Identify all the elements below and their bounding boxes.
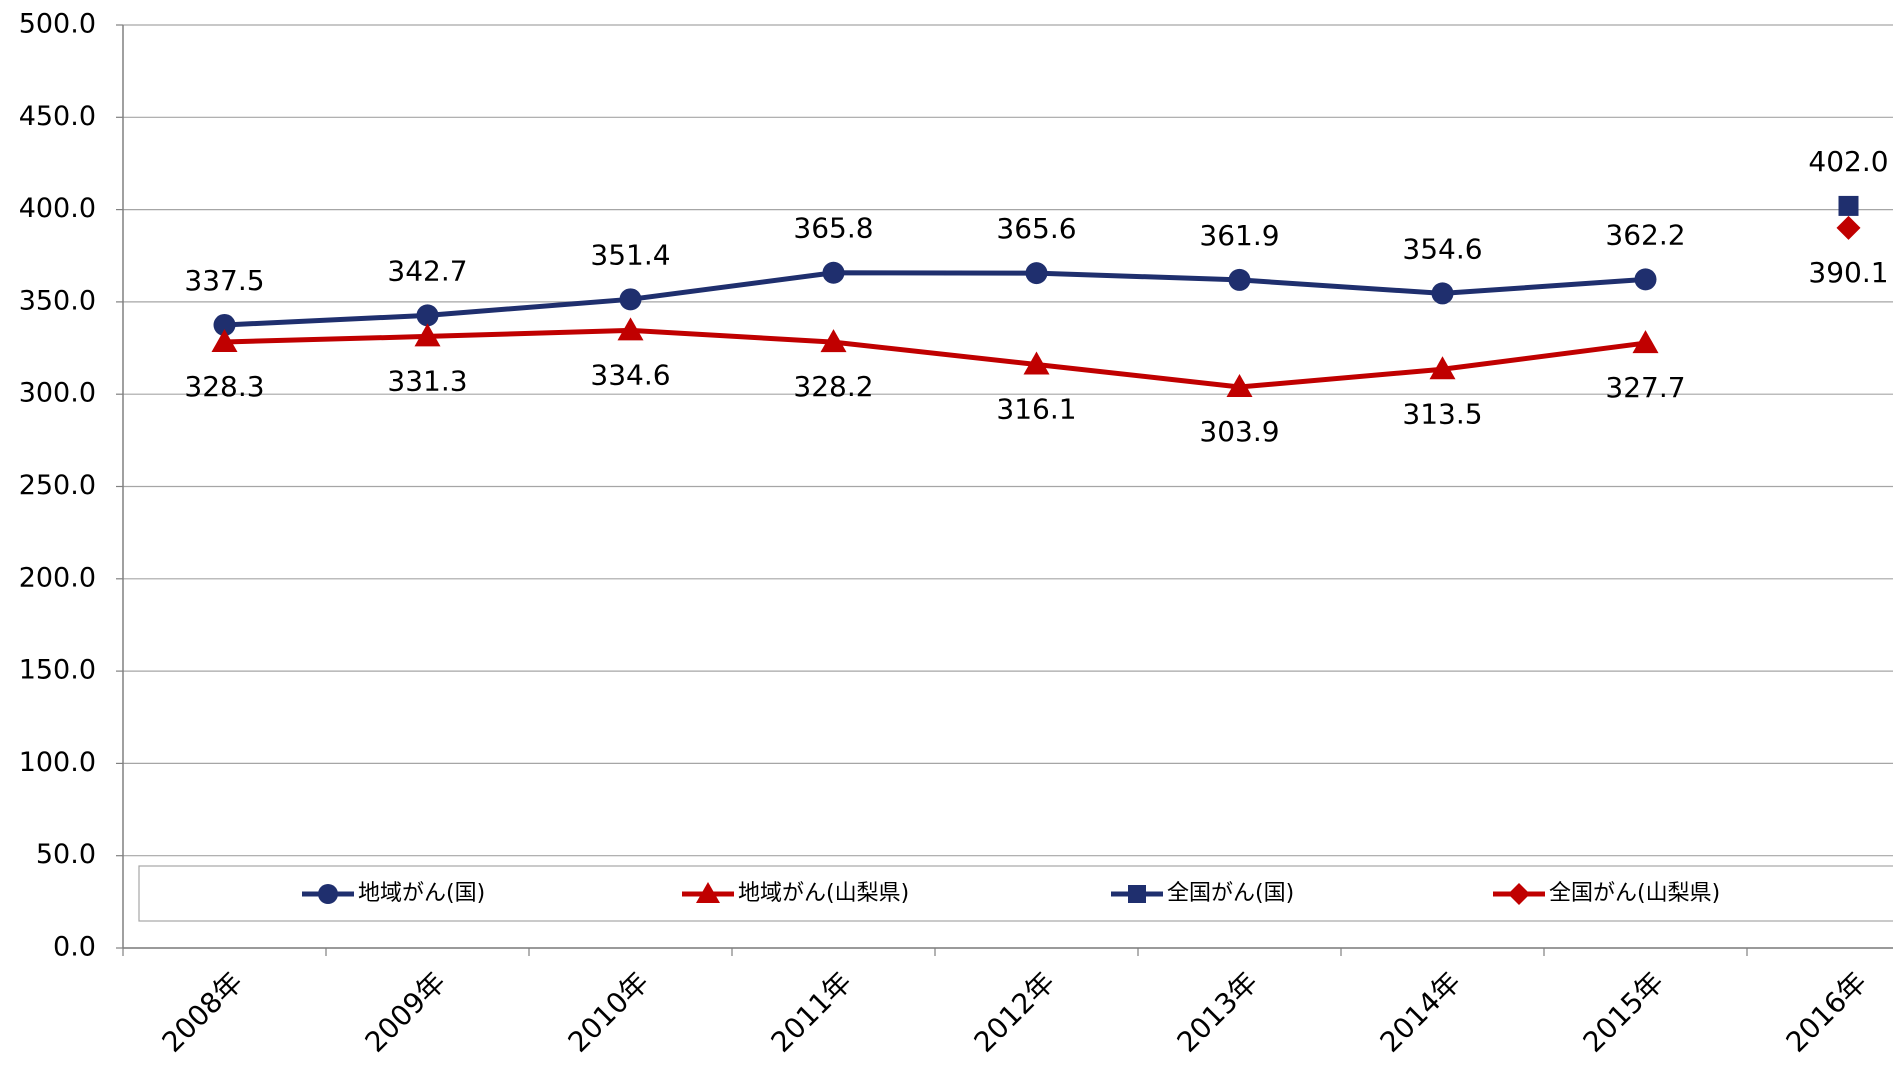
data-label: 328.2 xyxy=(793,370,873,403)
legend-label: 地域がん(山梨県) xyxy=(738,881,909,906)
point xyxy=(416,304,439,327)
y-tick-label: 300.0 xyxy=(19,378,96,409)
point xyxy=(1431,282,1454,305)
x-tick-label: 2010年 xyxy=(562,965,656,1059)
data-label: 327.7 xyxy=(1605,371,1685,404)
series-line xyxy=(224,327,1646,390)
point xyxy=(1023,351,1050,375)
legend-box xyxy=(138,865,1893,922)
point xyxy=(1226,374,1253,398)
data-label: 316.1 xyxy=(996,392,1076,425)
data-label: 334.6 xyxy=(590,358,670,391)
legend-label: 全国がん(国) xyxy=(1167,881,1294,906)
x-tick-label: 2009年 xyxy=(359,965,453,1059)
data-label: 390.1 xyxy=(1808,256,1888,289)
point xyxy=(619,288,642,311)
x-tick-label: 2013年 xyxy=(1171,965,1265,1059)
y-tick-label: 200.0 xyxy=(19,562,96,593)
data-label: 365.6 xyxy=(996,212,1076,245)
legend-marker xyxy=(318,884,338,904)
point xyxy=(617,317,644,341)
data-label: 354.6 xyxy=(1402,232,1482,265)
x-tick-label: 2012年 xyxy=(968,965,1062,1059)
data-label: 362.2 xyxy=(1605,218,1685,251)
data-label: 328.3 xyxy=(184,370,264,403)
x-tick-label: 2015年 xyxy=(1577,965,1671,1059)
point xyxy=(213,313,236,336)
series: 328.3 331.3 334.6 328.2 316.1 303.9 313.5 327.7 xyxy=(184,317,1686,448)
data-label: 337.5 xyxy=(184,264,264,297)
legend-label: 全国がん(山梨県) xyxy=(1549,881,1720,906)
point xyxy=(1838,195,1859,216)
point xyxy=(822,261,845,284)
x-tick-label: 2014年 xyxy=(1374,965,1468,1059)
point xyxy=(1228,268,1251,291)
legend-marker xyxy=(696,882,720,903)
data-label: 331.3 xyxy=(387,364,467,397)
y-tick-label: 450.0 xyxy=(19,101,96,132)
x-tick-label: 2016年 xyxy=(1780,965,1874,1059)
series: 337.5 342.7 351.4 365.8 365.6 361.9 354.6 362.2 xyxy=(184,212,1686,336)
data-label: 361.9 xyxy=(1199,219,1279,252)
y-tick-label: 0.0 xyxy=(53,932,96,963)
data-label: 303.9 xyxy=(1199,415,1279,448)
point xyxy=(1429,356,1456,380)
y-tick-label: 400.0 xyxy=(19,193,96,224)
x-tick-label: 2011年 xyxy=(765,965,859,1059)
data-label: 342.7 xyxy=(387,254,467,287)
legend-label: 地域がん(国) xyxy=(358,881,485,906)
y-tick-label: 100.0 xyxy=(19,747,96,778)
point xyxy=(820,329,847,353)
data-label: 365.8 xyxy=(793,212,873,245)
series-line xyxy=(224,270,1646,328)
point xyxy=(1836,215,1861,240)
y-tick-label: 150.0 xyxy=(19,655,96,686)
point xyxy=(1634,268,1657,291)
point xyxy=(1632,330,1659,354)
series: 402.0 xyxy=(1808,145,1889,216)
data-label: 313.5 xyxy=(1402,397,1482,430)
y-tick-label: 50.0 xyxy=(36,839,96,870)
point xyxy=(1025,262,1048,285)
legend-marker xyxy=(1508,883,1530,905)
y-tick-label: 250.0 xyxy=(19,470,96,501)
data-label: 402.0 xyxy=(1808,145,1888,178)
data-label: 351.4 xyxy=(590,238,670,271)
point xyxy=(211,328,238,352)
series: 390.1 xyxy=(1808,215,1889,289)
y-tick-label: 500.0 xyxy=(19,9,96,40)
y-tick-label: 350.0 xyxy=(19,285,96,316)
legend-marker xyxy=(1128,885,1146,903)
x-tick-label: 2008年 xyxy=(156,965,250,1059)
point xyxy=(414,323,441,347)
